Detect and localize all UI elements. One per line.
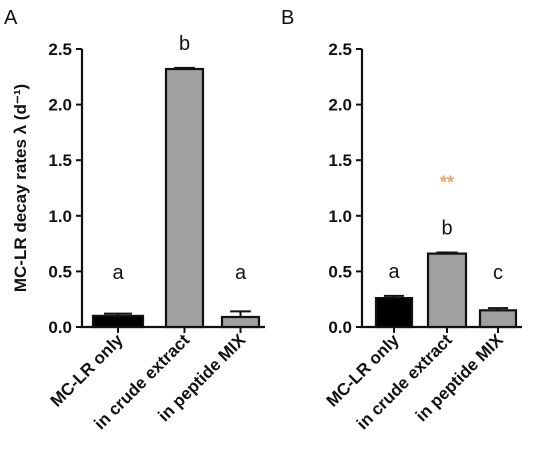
panel-b-y-tick-label: 0.5 bbox=[328, 262, 352, 281]
panel-a-y-tick-label: 2.0 bbox=[48, 96, 72, 115]
panel-a-significance-letter: a bbox=[112, 262, 124, 284]
panel-b-significance-letter: c bbox=[493, 262, 503, 284]
panel-b-significance-letter: b bbox=[441, 217, 452, 239]
panel-b-bar bbox=[374, 296, 414, 329]
panel-b-significance-letter: a bbox=[388, 261, 400, 283]
panel-b-bar bbox=[478, 309, 518, 329]
panel-a-significance-letter: b bbox=[179, 33, 190, 55]
panel-b-x-tick-label: in peptide MIX bbox=[412, 330, 507, 425]
panel-b-y-tick-label: 1.5 bbox=[328, 151, 352, 170]
panel-b-y-tick-label: 1.0 bbox=[328, 207, 352, 226]
panel-b-x-tick-label: in crude extract bbox=[353, 330, 456, 433]
panel-label-b: B bbox=[281, 7, 294, 29]
panel-a-y-tick-label: 0.0 bbox=[48, 318, 72, 337]
panel-a-y-tick-label: 1.5 bbox=[48, 151, 72, 170]
panel-a-significance-letter: a bbox=[235, 262, 247, 284]
panel-b-y-tick-label: 2.0 bbox=[328, 96, 352, 115]
panel-a-bar bbox=[91, 314, 145, 329]
y-axis-label: MC-LR decay rates λ (d⁻¹) bbox=[11, 84, 30, 292]
panel-a-y-tick-label: 1.0 bbox=[48, 207, 72, 226]
panel-b-y-tick-label: 2.5 bbox=[328, 40, 352, 59]
panel-a-y-tick-label: 2.5 bbox=[48, 40, 72, 59]
panel-label-a: A bbox=[4, 7, 18, 29]
panel-a-y-tick-label: 0.5 bbox=[48, 262, 72, 281]
panel-a-bar bbox=[164, 67, 205, 329]
panel-b-y-tick-label: 0.0 bbox=[328, 318, 352, 337]
panel-a-bar bbox=[220, 315, 261, 329]
panel-b-significance-stars: ** bbox=[440, 172, 454, 192]
panel-b-bar bbox=[426, 252, 468, 329]
